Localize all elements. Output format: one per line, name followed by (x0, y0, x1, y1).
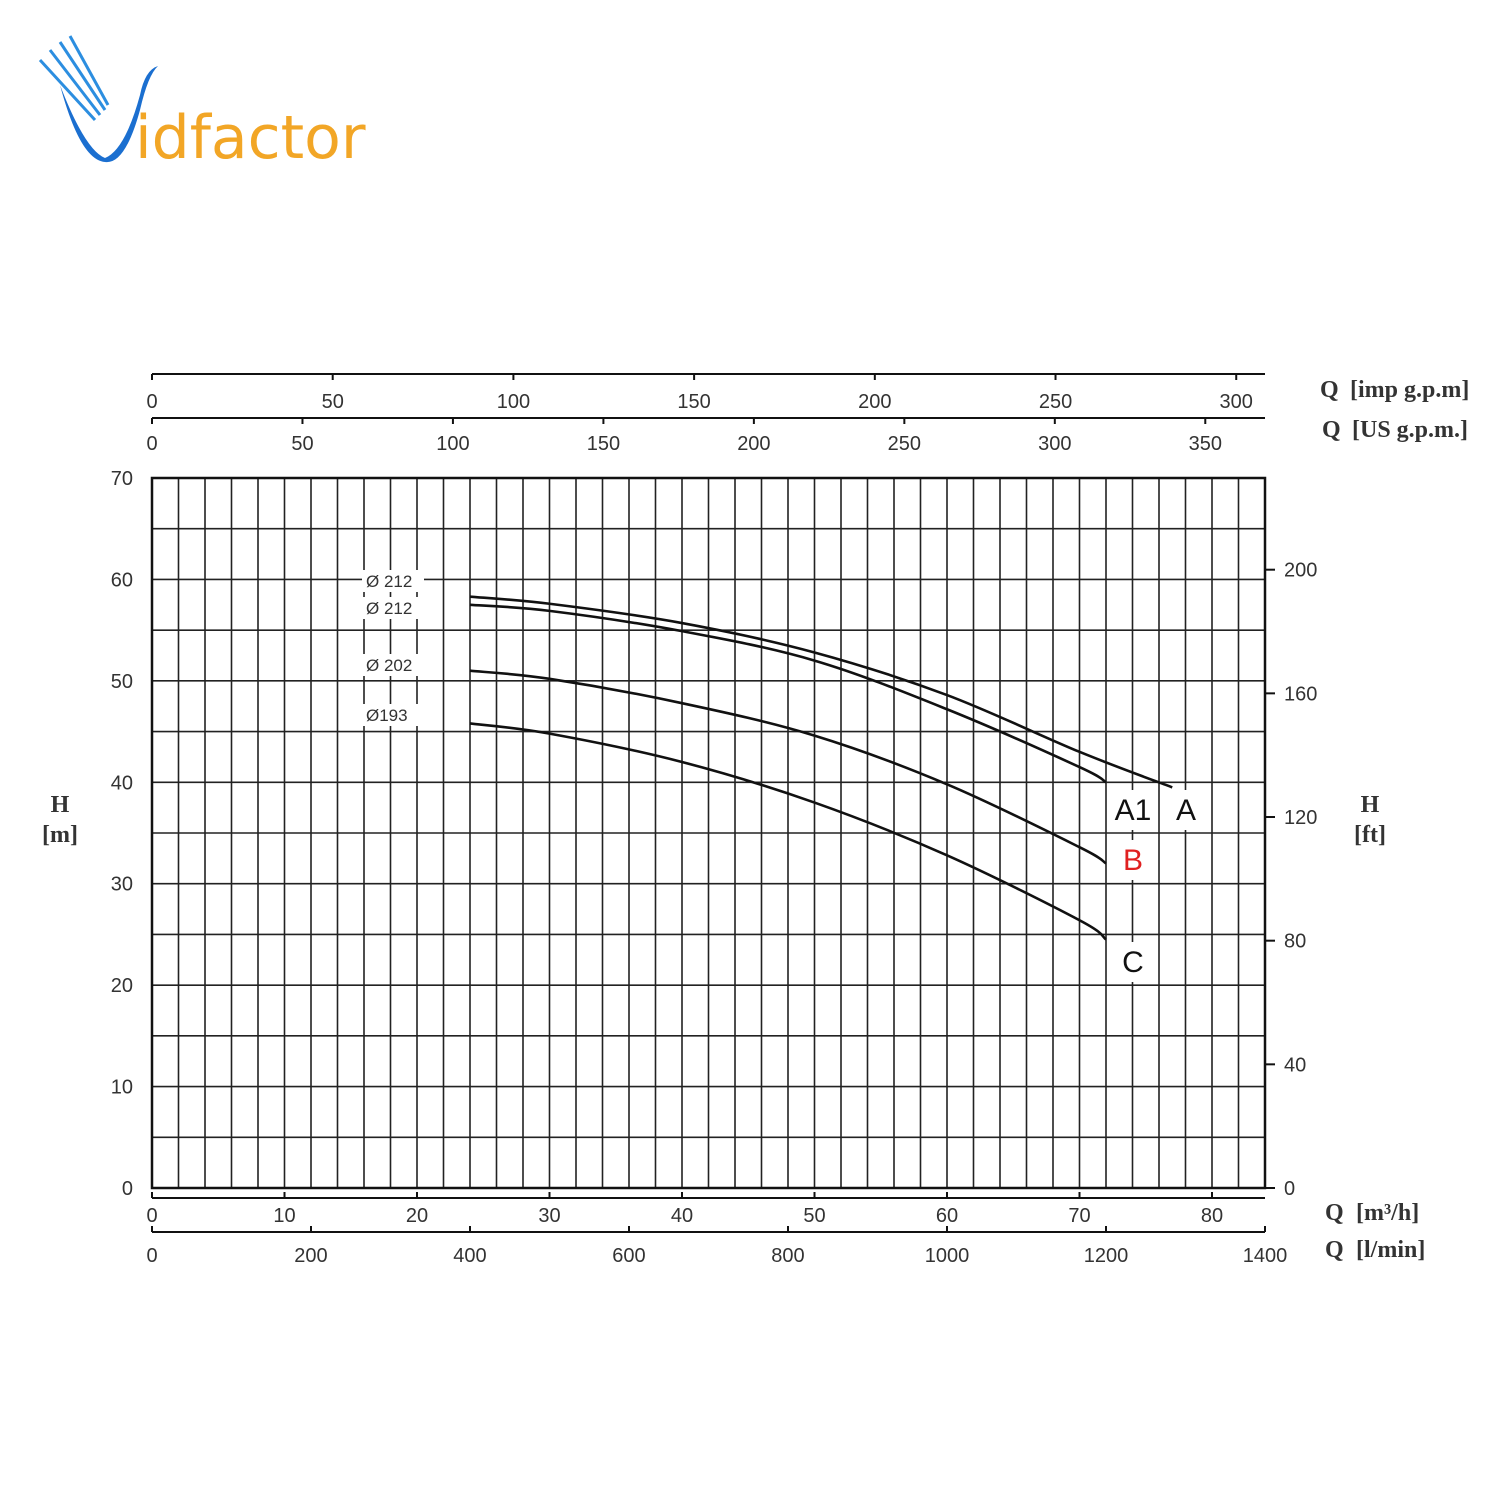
x-axis-label-lmin-q: Q (1325, 1237, 1344, 1263)
x-tick-label-imp: 50 (322, 391, 344, 413)
curve-label-bg (1164, 790, 1208, 830)
x-tick-label-lmin: 400 (453, 1245, 486, 1267)
y-tick-label-ft: 120 (1284, 807, 1317, 829)
curve-label-bg (1111, 790, 1155, 830)
x-tick-label-us: 0 (146, 433, 157, 455)
y-tick-label-ft: 160 (1284, 683, 1317, 705)
logo-wordmark: idfactor (135, 103, 366, 173)
y-tick-label-ft: 80 (1284, 931, 1306, 953)
x-axis-label-m3h: [m³/h] (1356, 1200, 1419, 1226)
x-tick-label-m3h: 80 (1201, 1205, 1223, 1227)
x-tick-label-m3h: 70 (1068, 1205, 1090, 1227)
x-axis-label-imp: [imp g.p.m] (1350, 377, 1469, 403)
x-axis-label-m3h-q: Q (1325, 1200, 1344, 1226)
y-tick-label-ft: 200 (1284, 560, 1317, 582)
curve-label-a1: A1 (1115, 794, 1152, 827)
y-tick-label-m: 60 (111, 569, 133, 591)
diameter-label-bg (362, 597, 424, 619)
x-tick-label-imp: 100 (497, 391, 530, 413)
diameter-label-bg (362, 704, 424, 726)
x-tick-label-imp: 200 (858, 391, 891, 413)
y-tick-label-m: 70 (111, 468, 133, 490)
series-line-a (469, 595, 1173, 789)
logo-v-mark (60, 66, 158, 163)
diameter-label: Ø 212 (366, 599, 412, 618)
x-tick-label-imp: 0 (146, 391, 157, 413)
y-tick-label-m: 20 (111, 975, 133, 997)
diameter-label: Ø 202 (366, 656, 412, 675)
plot-border (150, 476, 1267, 1190)
y-tick-label-m: 30 (111, 874, 133, 896)
y-tick-label-ft: 40 (1284, 1054, 1306, 1076)
x-tick-label-lmin: 1000 (925, 1245, 970, 1267)
x-tick-label-imp: 250 (1039, 391, 1072, 413)
y-tick-label-m: 40 (111, 772, 133, 794)
curve-label-a: A (1176, 794, 1196, 827)
y-tick-label-m: 50 (111, 671, 133, 693)
x-tick-label-lmin: 200 (294, 1245, 327, 1267)
x-tick-label-lmin: 1400 (1243, 1245, 1288, 1267)
x-tick-label-us: 50 (291, 433, 313, 455)
chart-grid (150, 476, 1267, 1190)
y-axis-label-left: H (51, 792, 70, 818)
x-axis-label-imp-q: Q (1320, 377, 1339, 403)
diameter-label-bg (362, 570, 424, 592)
y-axis-unit-left: [m] (42, 822, 78, 848)
vidfactor-logo: idfactor (38, 35, 366, 173)
diameter-label: Ø 212 (366, 572, 412, 591)
x-tick-label-lmin: 600 (612, 1245, 645, 1267)
y-tick-label-m: 0 (122, 1178, 133, 1200)
x-tick-label-m3h: 20 (406, 1205, 428, 1227)
x-tick-label-m3h: 30 (538, 1205, 560, 1227)
x-axis-label-lmin: [l/min] (1356, 1237, 1425, 1263)
chart-series (469, 595, 1173, 941)
x-tick-label-lmin: 1200 (1084, 1245, 1129, 1267)
x-tick-label-us: 200 (737, 433, 770, 455)
curve-label-b: B (1123, 844, 1143, 877)
y-tick-label-ft: 0 (1284, 1178, 1295, 1200)
x-tick-label-m3h: 50 (803, 1205, 825, 1227)
diameter-label-bg (362, 654, 424, 676)
x-tick-label-m3h: 40 (671, 1205, 693, 1227)
y-axis-label-right: H (1361, 792, 1380, 818)
curve-label-bg (1111, 840, 1155, 880)
series-line-c (469, 722, 1107, 941)
x-axis-label-us-q: Q (1322, 417, 1341, 443)
x-tick-label-imp: 150 (677, 391, 710, 413)
x-tick-label-m3h: 60 (936, 1205, 958, 1227)
curve-label-bg (1111, 942, 1155, 982)
curve-label-c: C (1122, 946, 1144, 979)
x-tick-label-lmin: 0 (146, 1245, 157, 1267)
x-tick-label-lmin: 800 (771, 1245, 804, 1267)
y-tick-label-m: 10 (111, 1077, 133, 1099)
x-tick-label-us: 350 (1189, 433, 1222, 455)
series-line-b (469, 669, 1107, 865)
x-tick-label-us: 100 (436, 433, 469, 455)
x-tick-label-m3h: 10 (273, 1205, 295, 1227)
chart-labels: Ø 212 Ø 212 Ø 202 Ø193 A1 AB C (362, 570, 1208, 982)
x-tick-label-us: 150 (587, 433, 620, 455)
x-tick-label-us: 300 (1038, 433, 1071, 455)
x-tick-label-m3h: 0 (146, 1205, 157, 1227)
x-tick-label-imp: 300 (1220, 391, 1253, 413)
y-axis-unit-right: [ft] (1354, 822, 1386, 848)
x-tick-label-us: 250 (888, 433, 921, 455)
diameter-label: Ø193 (366, 706, 408, 725)
logo-feather-icon (38, 35, 110, 122)
series-line-a1 (469, 603, 1107, 784)
x-axis-label-us: [US g.p.m.] (1352, 417, 1468, 443)
